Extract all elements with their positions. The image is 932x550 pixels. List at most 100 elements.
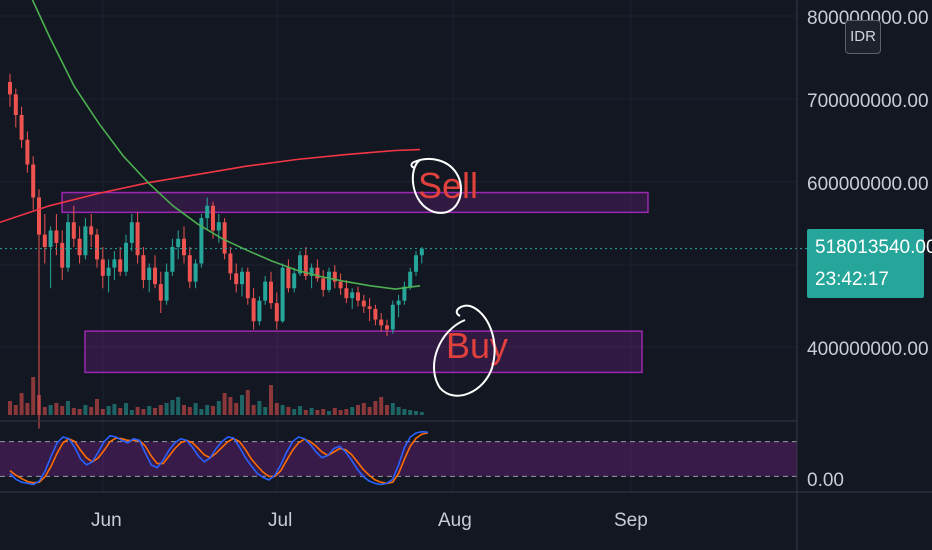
- volume-bar: [118, 408, 123, 415]
- volume-bar: [222, 393, 227, 415]
- volume-bar: [361, 403, 366, 415]
- candle: [344, 288, 349, 299]
- volume-bar: [135, 407, 140, 415]
- candle: [25, 139, 30, 165]
- volume-bar: [263, 407, 268, 415]
- candle: [205, 205, 210, 219]
- candle: [170, 247, 175, 272]
- candle: [356, 292, 360, 301]
- volume-bar: [402, 409, 407, 415]
- volume-bar: [164, 403, 169, 415]
- volume-bar: [193, 403, 198, 415]
- candle: [147, 267, 152, 280]
- candle: [263, 281, 268, 301]
- sell-annotation: Sell: [410, 157, 478, 214]
- volume-bar: [408, 410, 413, 415]
- volume-bar: [367, 407, 372, 415]
- candle: [187, 255, 192, 282]
- volume-bar: [199, 409, 204, 415]
- candle: [228, 253, 233, 274]
- volume-bar: [419, 412, 424, 415]
- candle: [298, 255, 302, 274]
- stochastic-band: [0, 441, 797, 477]
- candle: [89, 226, 94, 235]
- candle: [251, 298, 256, 322]
- grid: [0, 0, 797, 492]
- volume-bar: [19, 393, 24, 415]
- candle: [164, 271, 169, 301]
- x-tick-label: Jun: [91, 510, 122, 531]
- candle: [48, 230, 53, 247]
- y-tick-label: 700000000.00: [807, 91, 929, 112]
- volume-bar: [77, 409, 82, 415]
- volume-bar: [234, 403, 239, 415]
- volume-bar: [176, 397, 181, 415]
- candle: [245, 271, 250, 299]
- y-tick-label: 400000000.00: [807, 339, 929, 360]
- candle: [176, 238, 181, 247]
- candle: [396, 300, 401, 305]
- y-tick-label: 600000000.00: [807, 174, 929, 195]
- candle: [379, 319, 384, 326]
- volume-bar: [187, 407, 192, 415]
- candle: [216, 222, 221, 231]
- volume-bar: [327, 411, 331, 415]
- candle: [350, 292, 355, 299]
- candle: [315, 267, 320, 279]
- volume-bar: [332, 408, 337, 415]
- volume-bar: [251, 405, 256, 415]
- volume-bar: [356, 405, 360, 415]
- volume-bar: [42, 407, 47, 415]
- currency-button[interactable]: IDR: [845, 20, 881, 54]
- volume-bar: [158, 405, 163, 415]
- candle: [199, 218, 204, 264]
- oscillator-tick-label: 0.00: [807, 470, 844, 491]
- volume-bar: [390, 403, 395, 415]
- buy-label: Buy: [446, 325, 508, 366]
- candle: [385, 325, 389, 330]
- candle: [42, 234, 47, 247]
- candle: [54, 230, 59, 243]
- stochastic-d-line: [9, 432, 429, 485]
- candle: [327, 271, 331, 290]
- sell-circle: [410, 157, 462, 214]
- volume-bar: [95, 399, 99, 415]
- x-tick-label: Jul: [268, 510, 292, 531]
- candle: [373, 308, 378, 320]
- last-price-value: 518013540.00: [815, 237, 932, 258]
- volume-bar: [106, 406, 111, 415]
- x-tick-label: Sep: [614, 510, 648, 531]
- candle: [77, 238, 82, 256]
- candle: [321, 278, 326, 290]
- volume-bar: [373, 401, 378, 415]
- candle: [141, 255, 146, 280]
- volume-bar: [13, 405, 18, 415]
- volume-bar: [182, 405, 186, 415]
- buy-circle: [433, 304, 496, 397]
- x-tick-label: Aug: [438, 510, 472, 531]
- candle: [390, 304, 395, 330]
- volume-bar: [147, 406, 152, 415]
- volume-bar: [414, 411, 418, 415]
- volume-bar: [66, 401, 70, 415]
- candle: [193, 263, 198, 282]
- volume-bar: [48, 405, 53, 415]
- candle: [234, 273, 239, 285]
- candle: [292, 273, 297, 289]
- candle: [37, 197, 41, 235]
- volume-bar: [211, 406, 215, 415]
- candle: [66, 222, 70, 268]
- volume-bar: [153, 408, 157, 415]
- candle: [135, 222, 140, 256]
- candle: [361, 300, 366, 307]
- sell-label: Sell: [418, 165, 478, 206]
- volume-bar: [396, 407, 401, 415]
- candle: [182, 238, 186, 256]
- volume-bar: [71, 408, 76, 415]
- candle: [211, 205, 215, 231]
- volume-bar: [315, 410, 320, 415]
- candle: [222, 222, 227, 254]
- candle: [100, 259, 105, 276]
- last-price-tag: 518013540.00 23:42:17: [807, 229, 932, 298]
